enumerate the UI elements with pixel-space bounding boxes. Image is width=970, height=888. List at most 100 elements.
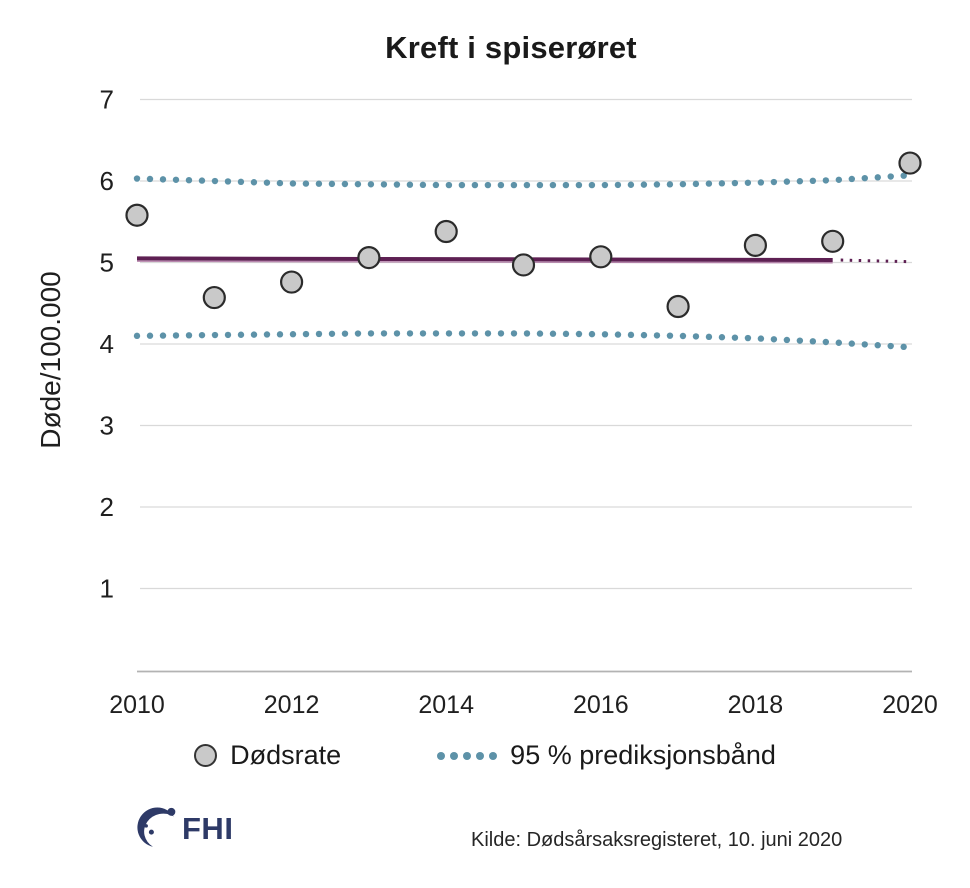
- prediction-band-dot: [536, 330, 544, 337]
- prediction-band-dot: [263, 331, 271, 338]
- legend-item-prediksjonsband: 95 % prediksjonsbånd: [437, 740, 776, 771]
- prediction-band-dot: [367, 330, 375, 337]
- chart-legend: Dødsrate 95 % prediksjonsbånd: [0, 740, 970, 771]
- prediction-band-dot: [679, 180, 687, 188]
- prediction-band-dot: [523, 181, 531, 189]
- data-point: [898, 151, 922, 175]
- data-point: [511, 253, 536, 277]
- prediction-band-dot: [601, 181, 609, 189]
- prediction-band-dot: [822, 338, 830, 346]
- prediction-band-dot: [302, 180, 310, 187]
- chart-plot-area: 1 2 3 4 5 6 7 2010 2012 2014 2016 2018 2020 Døde/100.…: [35, 85, 938, 720]
- prediction-band-dot: [562, 330, 570, 338]
- prediction-band-dot: [796, 178, 804, 185]
- y-tick-label: 3: [100, 411, 114, 441]
- prediction-band-dot: [289, 331, 297, 338]
- prediction-band-dot: [627, 181, 635, 188]
- prediction-band-dot: [874, 174, 881, 181]
- prediction-band-dot: [900, 172, 907, 179]
- prediction-band-dot: [159, 332, 167, 339]
- prediction-band-dot: [692, 333, 700, 340]
- prediction-band-dot: [471, 181, 479, 189]
- data-point: [434, 219, 458, 244]
- prediction-band-dot: [497, 181, 505, 189]
- data-point: [589, 245, 613, 269]
- prediksjonsband-marker-icon: [437, 751, 498, 760]
- prediction-band-dot: [237, 178, 245, 186]
- prediction-band-dot: [484, 181, 492, 189]
- prediction-band-dot: [328, 330, 336, 337]
- prediction-band-dot: [692, 180, 700, 188]
- y-tick-label: 6: [100, 166, 114, 196]
- prediction-band-dot: [471, 330, 479, 337]
- y-axis-title: Døde/100.000: [35, 271, 66, 448]
- prediction-band-dot: [185, 176, 193, 184]
- prediction-band-dot: [640, 331, 648, 339]
- prediction-band-dot: [666, 181, 674, 188]
- prediction-band-dot: [588, 330, 596, 338]
- prediction-band-dot: [237, 331, 245, 338]
- prediction-band-dot: [848, 340, 855, 347]
- prediction-band-dot: [588, 181, 596, 189]
- prediction-band-dot: [770, 336, 778, 343]
- prediction-band-dot: [445, 181, 453, 189]
- x-tick-label: 2012: [264, 691, 320, 719]
- prediction-band-dot: [406, 330, 414, 337]
- prediction-band-dot: [380, 181, 388, 188]
- prediction-band-dot: [510, 181, 518, 189]
- prediction-band-dot: [159, 176, 167, 183]
- prediction-band-dot: [627, 331, 635, 339]
- prediction-band-dot: [809, 338, 817, 345]
- dodsrate-marker-icon: [194, 744, 218, 767]
- trend-line: [136, 256, 833, 263]
- prediction-band-dot: [757, 335, 765, 342]
- prediction-band-dot: [432, 330, 440, 337]
- prediction-band-dot: [250, 331, 258, 338]
- prediction-band-dot: [523, 330, 531, 337]
- prediction-band-dot: [458, 181, 466, 189]
- prediction-band-dot: [458, 330, 466, 337]
- data-point: [743, 233, 768, 257]
- prediction-band-dot: [315, 330, 323, 338]
- prediction-band-dot: [198, 331, 206, 339]
- prediction-band-dot: [835, 176, 843, 183]
- prediction-band-dot: [614, 181, 622, 189]
- prediction-band-dot: [653, 181, 661, 188]
- prediction-band-dot: [289, 180, 297, 187]
- prediction-band-dot: [432, 181, 440, 189]
- prediction-band-dot: [172, 332, 180, 339]
- prediction-band-dot: [341, 180, 349, 188]
- y-tick-label: 4: [100, 329, 114, 359]
- y-tick-label: 7: [100, 85, 114, 115]
- prediction-band-dot: [328, 180, 336, 188]
- prediction-band-dot: [705, 180, 713, 187]
- prediction-band-dot: [406, 181, 414, 188]
- prediction-band-dot: [419, 330, 427, 337]
- prediction-band-dot: [809, 177, 817, 185]
- prediction-band-dot: [757, 179, 765, 186]
- prediction-band-dot: [484, 330, 492, 337]
- prediction-band-dot: [276, 179, 284, 187]
- data-point: [202, 285, 226, 310]
- fhi-logo: FHI: [131, 806, 233, 852]
- chart-title: Kreft i spiserøret: [385, 30, 637, 65]
- prediction-band-dot: [874, 342, 881, 349]
- legend-label-dodsrate: Dødsrate: [230, 740, 342, 770]
- prediction-band-dot: [900, 343, 907, 351]
- prediction-band-dot: [822, 177, 830, 184]
- legend-label-prediksjonsband: 95 % prediksjonsbånd: [510, 740, 776, 770]
- prediction-band-dot: [133, 175, 141, 182]
- prediction-band-dot: [224, 178, 232, 185]
- prediction-band-dot: [718, 180, 726, 187]
- prediction-band-dot: [211, 177, 219, 185]
- prediction-band-dot: [393, 181, 401, 188]
- x-tick-label: 2020: [882, 691, 938, 719]
- prediction-band-dot: [861, 341, 868, 348]
- prediction-band-dot: [718, 334, 726, 341]
- prediction-band-dot: [731, 334, 739, 341]
- fhi-logo-text: FHI: [182, 811, 234, 846]
- prediction-band-dot: [302, 330, 310, 338]
- prediction-band-dot: [198, 177, 206, 184]
- prediction-band-dot: [575, 181, 583, 189]
